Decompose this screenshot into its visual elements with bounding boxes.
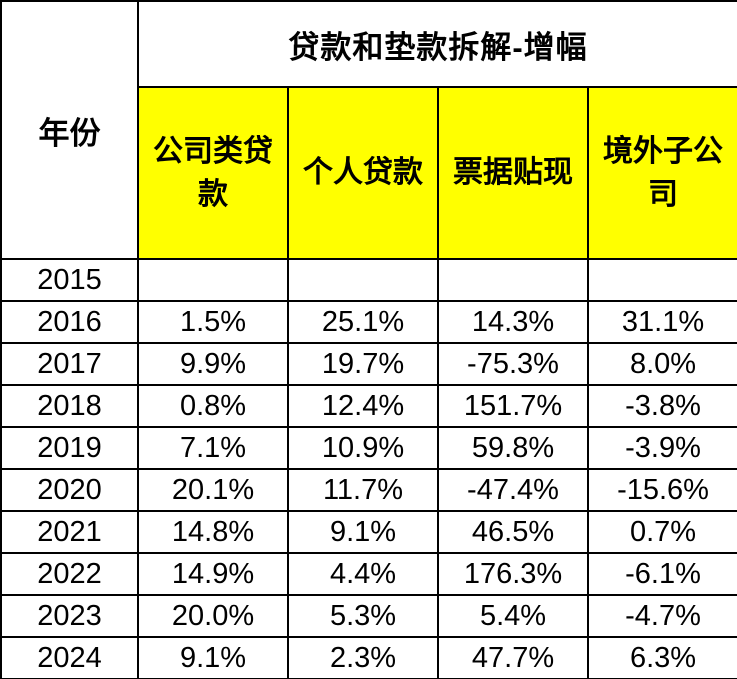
value-cell: 11.7% bbox=[287, 468, 439, 512]
value-cell: 2.3% bbox=[287, 636, 439, 679]
value-cell: 4.4% bbox=[287, 552, 439, 596]
table-row: 2018 0.8% 12.4% 151.7% -3.8% bbox=[0, 384, 737, 428]
column-header-corporate-loans: 公司类贷款 bbox=[137, 86, 289, 260]
column-header-personal-loans: 个人贷款 bbox=[287, 86, 439, 260]
value-cell: -3.8% bbox=[586, 384, 737, 428]
value-cell: 5.4% bbox=[437, 594, 589, 638]
table-row: 2023 20.0% 5.3% 5.4% -4.7% bbox=[0, 594, 737, 638]
year-cell: 2019 bbox=[0, 426, 139, 470]
value-cell: 12.4% bbox=[287, 384, 439, 428]
table-row: 2024 9.1% 2.3% 47.7% 6.3% bbox=[0, 636, 737, 679]
column-header-bill-discounting: 票据贴现 bbox=[437, 86, 589, 260]
value-cell: -75.3% bbox=[437, 342, 589, 386]
table-row: 2021 14.8% 9.1% 46.5% 0.7% bbox=[0, 510, 737, 554]
value-cell: -15.6% bbox=[586, 468, 737, 512]
value-cell: -6.1% bbox=[586, 552, 737, 596]
table-row: 2019 7.1% 10.9% 59.8% -3.9% bbox=[0, 426, 737, 470]
table-row: 2020 20.1% 11.7% -47.4% -15.6% bbox=[0, 468, 737, 512]
value-cell bbox=[586, 258, 737, 302]
column-header-row: 公司类贷款 个人贷款 票据贴现 境外子公司 bbox=[1, 86, 737, 260]
value-cell: 20.1% bbox=[137, 468, 289, 512]
value-cell bbox=[287, 258, 439, 302]
year-cell: 2016 bbox=[0, 300, 139, 344]
table-row: 2015 bbox=[0, 258, 737, 302]
table-title: 贷款和垫款拆解-增幅 bbox=[136, 0, 737, 88]
value-cell: 1.5% bbox=[137, 300, 289, 344]
column-header-overseas-subsidiaries: 境外子公司 bbox=[586, 86, 737, 260]
year-cell: 2022 bbox=[0, 552, 139, 596]
value-cell: 9.9% bbox=[137, 342, 289, 386]
value-cell: 59.8% bbox=[437, 426, 589, 470]
table-row: 2022 14.9% 4.4% 176.3% -6.1% bbox=[0, 552, 737, 596]
year-cell: 2017 bbox=[0, 342, 139, 386]
value-cell bbox=[137, 258, 289, 302]
value-cell: 47.7% bbox=[437, 636, 589, 679]
year-cell: 2020 bbox=[0, 468, 139, 512]
value-cell: 176.3% bbox=[437, 552, 589, 596]
value-cell: 8.0% bbox=[586, 342, 737, 386]
value-cell: 20.0% bbox=[137, 594, 289, 638]
value-cell: -4.7% bbox=[586, 594, 737, 638]
title-row: 年份 贷款和垫款拆解-增幅 bbox=[0, 0, 737, 260]
year-cell: 2018 bbox=[0, 384, 139, 428]
value-cell bbox=[437, 258, 589, 302]
year-column-header: 年份 bbox=[0, 0, 139, 260]
value-cell: 46.5% bbox=[437, 510, 589, 554]
value-cell: 25.1% bbox=[287, 300, 439, 344]
value-cell: 10.9% bbox=[287, 426, 439, 470]
value-cell: 7.1% bbox=[137, 426, 289, 470]
table-row: 2017 9.9% 19.7% -75.3% 8.0% bbox=[0, 342, 737, 386]
value-cell: 0.7% bbox=[586, 510, 737, 554]
year-cell: 2023 bbox=[0, 594, 139, 638]
year-cell: 2021 bbox=[0, 510, 139, 554]
value-cell: 5.3% bbox=[287, 594, 439, 638]
year-cell: 2015 bbox=[0, 258, 139, 302]
year-cell: 2024 bbox=[0, 636, 139, 679]
value-cell: 9.1% bbox=[287, 510, 439, 554]
value-cell: -47.4% bbox=[437, 468, 589, 512]
value-cell: 14.3% bbox=[437, 300, 589, 344]
value-cell: 14.9% bbox=[137, 552, 289, 596]
value-cell: 31.1% bbox=[586, 300, 737, 344]
value-cell: 151.7% bbox=[437, 384, 589, 428]
value-cell: 19.7% bbox=[287, 342, 439, 386]
value-cell: -3.9% bbox=[586, 426, 737, 470]
value-cell: 0.8% bbox=[137, 384, 289, 428]
value-cell: 6.3% bbox=[586, 636, 737, 679]
value-cell: 14.8% bbox=[137, 510, 289, 554]
value-cell: 9.1% bbox=[137, 636, 289, 679]
table-row: 2016 1.5% 25.1% 14.3% 31.1% bbox=[0, 300, 737, 344]
